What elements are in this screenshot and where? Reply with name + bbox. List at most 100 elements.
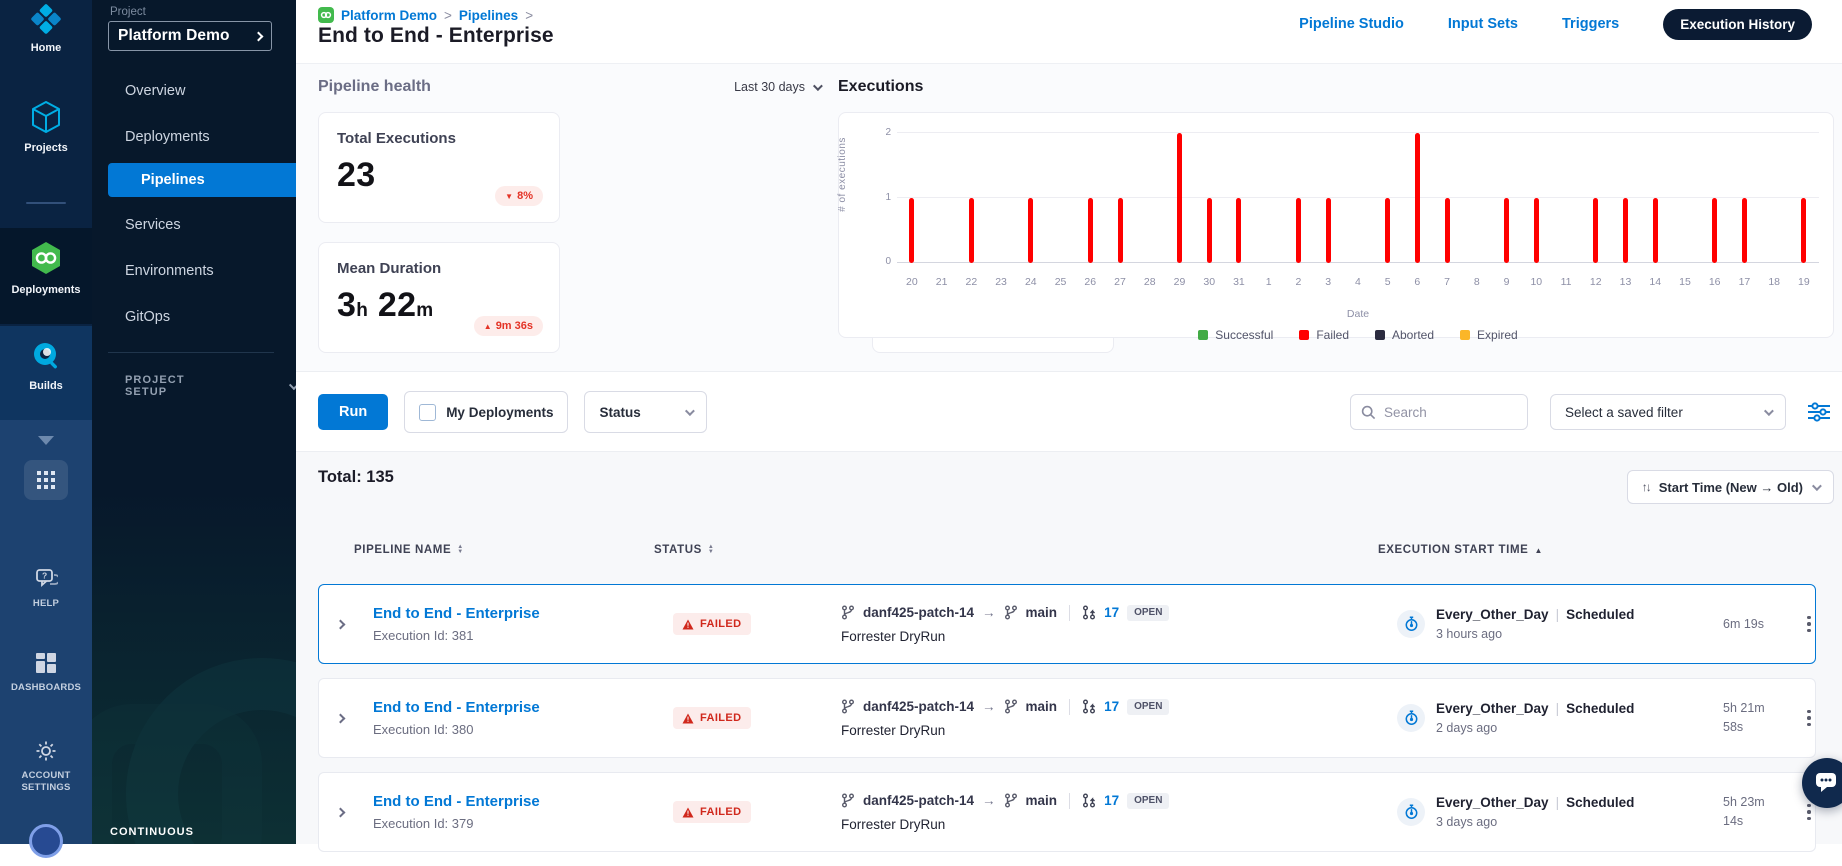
expand-chevron-icon[interactable] (335, 713, 346, 723)
execution-row[interactable]: End to End - Enterprise Execution Id: 37… (318, 772, 1816, 852)
chevron-down-icon (812, 80, 823, 91)
git-branch-icon (842, 605, 854, 620)
row-menu-kebab[interactable] (1807, 709, 1811, 727)
rail-collapse-modules[interactable] (0, 436, 92, 445)
run-info: Forrester DryRun (841, 722, 946, 738)
target-branch[interactable]: main (1025, 605, 1058, 620)
search-icon (1361, 405, 1376, 419)
status-dropdown[interactable]: Status (584, 391, 708, 433)
x-tick: 14 (1649, 276, 1662, 288)
my-deployments-filter[interactable]: My Deployments (404, 391, 569, 433)
git-branch-icon (1004, 699, 1017, 714)
tab-execution-history[interactable]: Execution History (1663, 8, 1812, 40)
pipeline-name-link[interactable]: End to End - Enterprise (373, 605, 540, 622)
chart-plot-area: 2 1 0 20 21 22 23 24 25 26 27 28 29 30 31 1 2 3 4 5 6 7 8 9 1… (885, 127, 1819, 342)
sidebar-item-gitops[interactable]: GitOps (125, 309, 171, 325)
chat-bubble-icon (1816, 773, 1836, 792)
help-chat-icon: ? (34, 568, 61, 593)
bar-5 (1385, 198, 1391, 263)
rail-item-help[interactable]: ? HELP (0, 568, 92, 610)
trend-down-icon: ▼ (505, 191, 514, 201)
bar-3 (1325, 198, 1331, 263)
saved-filter-label: Select a saved filter (1565, 404, 1683, 420)
tab-pipeline-studio[interactable]: Pipeline Studio (1299, 16, 1404, 32)
user-avatar[interactable] (29, 824, 63, 858)
sort-dropdown[interactable]: ↑↓ Start Time (New → Old) (1626, 470, 1834, 504)
trigger-cell: Every_Other_Day | Scheduled 2 days ago (1381, 701, 1711, 735)
sort-arrows-icon: ↑↓ (1641, 480, 1652, 494)
sidebar-item-pipelines[interactable]: Pipelines (108, 163, 296, 197)
rail-module-picker[interactable] (0, 460, 92, 500)
bar-7 (1444, 198, 1450, 263)
x-tick: 1 (1265, 276, 1272, 288)
my-deployments-label: My Deployments (446, 404, 554, 420)
divider (1069, 698, 1071, 715)
breadcrumb-project[interactable]: Platform Demo (341, 7, 438, 23)
saved-filter-dropdown[interactable]: Select a saved filter (1550, 394, 1786, 430)
pr-number-link[interactable]: 17 (1104, 605, 1120, 620)
divider: | (1555, 795, 1560, 810)
rail-item-projects[interactable]: Projects (0, 100, 92, 154)
build-info-cell: danf425-patch-14 → main 17 OPEN Forreste… (841, 698, 1381, 738)
column-status[interactable]: STATUS ▲ ▼ (654, 543, 715, 556)
source-branch[interactable]: danf425-patch-14 (863, 699, 975, 714)
execution-id: Execution Id: 379 (373, 816, 474, 831)
expand-chevron-icon[interactable] (335, 807, 346, 817)
chat-support-button[interactable] (1802, 758, 1842, 808)
time-range-select[interactable]: Last 30 days (734, 80, 823, 94)
sidebar-item-overview[interactable]: Overview (125, 83, 186, 99)
source-branch[interactable]: danf425-patch-14 (863, 793, 975, 808)
sort-label: Start Time (New → Old) (1658, 479, 1803, 495)
arrow-right: → (982, 605, 996, 620)
rail-item-label: DASHBOARDS (10, 682, 82, 693)
rail-item-label: Projects (24, 142, 68, 154)
bar-2 (1295, 198, 1301, 263)
execution-row[interactable]: End to End - Enterprise Execution Id: 38… (318, 584, 1816, 664)
column-execution-start-time[interactable]: EXECUTION START TIME ▲ (1378, 544, 1543, 556)
tab-triggers[interactable]: Triggers (1562, 16, 1620, 32)
trend-up-icon: ▲ (483, 321, 492, 331)
project-select[interactable]: Platform Demo (108, 21, 272, 51)
breadcrumb: Platform Demo > Pipelines > (318, 7, 533, 23)
target-branch[interactable]: main (1025, 699, 1058, 714)
bar-30 (1206, 198, 1212, 263)
bar-10 (1533, 198, 1539, 263)
rail-item-dashboards[interactable]: DASHBOARDS (0, 652, 92, 694)
rail-item-deployments[interactable]: Deployments (0, 240, 92, 296)
module-label: CONTINUOUS (110, 826, 194, 838)
filter-sliders-icon[interactable] (1808, 402, 1830, 422)
metric-card-total-executions: Total Executions 23 ▼ 8% (318, 112, 560, 223)
x-tick: 17 (1738, 276, 1751, 288)
my-deployments-checkbox[interactable] (419, 403, 437, 421)
row-menu-kebab[interactable] (1807, 615, 1811, 633)
tab-input-sets[interactable]: Input Sets (1447, 16, 1518, 32)
pipeline-name-link[interactable]: End to End - Enterprise (373, 699, 540, 716)
trigger-text: Every_Other_Day | Scheduled 3 days ago (1436, 795, 1634, 829)
sidebar-item-environments[interactable]: Environments (125, 263, 214, 279)
rail-item-builds[interactable]: Builds (0, 340, 92, 392)
rail-item-home[interactable]: Home (0, 4, 92, 54)
row-menu-kebab[interactable] (1807, 803, 1811, 821)
pr-number-link[interactable]: 17 (1104, 699, 1120, 714)
search-input[interactable] (1384, 404, 1504, 420)
source-branch[interactable]: danf425-patch-14 (863, 605, 975, 620)
target-branch[interactable]: main (1025, 793, 1058, 808)
arrow-right: → (982, 793, 996, 808)
home-icon (31, 4, 61, 37)
pr-number-link[interactable]: 17 (1104, 793, 1120, 808)
sidebar-item-deployments[interactable]: Deployments (125, 129, 210, 145)
column-pipeline-name[interactable]: PIPELINE NAME ▲ ▼ (354, 543, 464, 556)
scheduled-trigger-icon (1397, 704, 1425, 732)
rail-item-account-settings[interactable]: ACCOUNT SETTINGS (0, 740, 92, 795)
sidebar-item-services[interactable]: Services (125, 217, 181, 233)
expand-chevron-icon[interactable] (335, 619, 346, 629)
warning-icon (682, 619, 694, 629)
trigger-text: Every_Other_Day | Scheduled 3 hours ago (1436, 607, 1634, 641)
pipeline-name-link[interactable]: End to End - Enterprise (373, 793, 540, 810)
run-button[interactable]: Run (318, 394, 389, 430)
breadcrumb-pipelines[interactable]: Pipelines (458, 7, 519, 23)
metric-value: 23 (337, 156, 376, 194)
execution-row[interactable]: End to End - Enterprise Execution Id: 38… (318, 678, 1816, 758)
pipeline-name-cell: End to End - Enterprise Execution Id: 38… (373, 699, 673, 737)
project-setup-toggle[interactable]: PROJECT SETUP (125, 374, 296, 398)
